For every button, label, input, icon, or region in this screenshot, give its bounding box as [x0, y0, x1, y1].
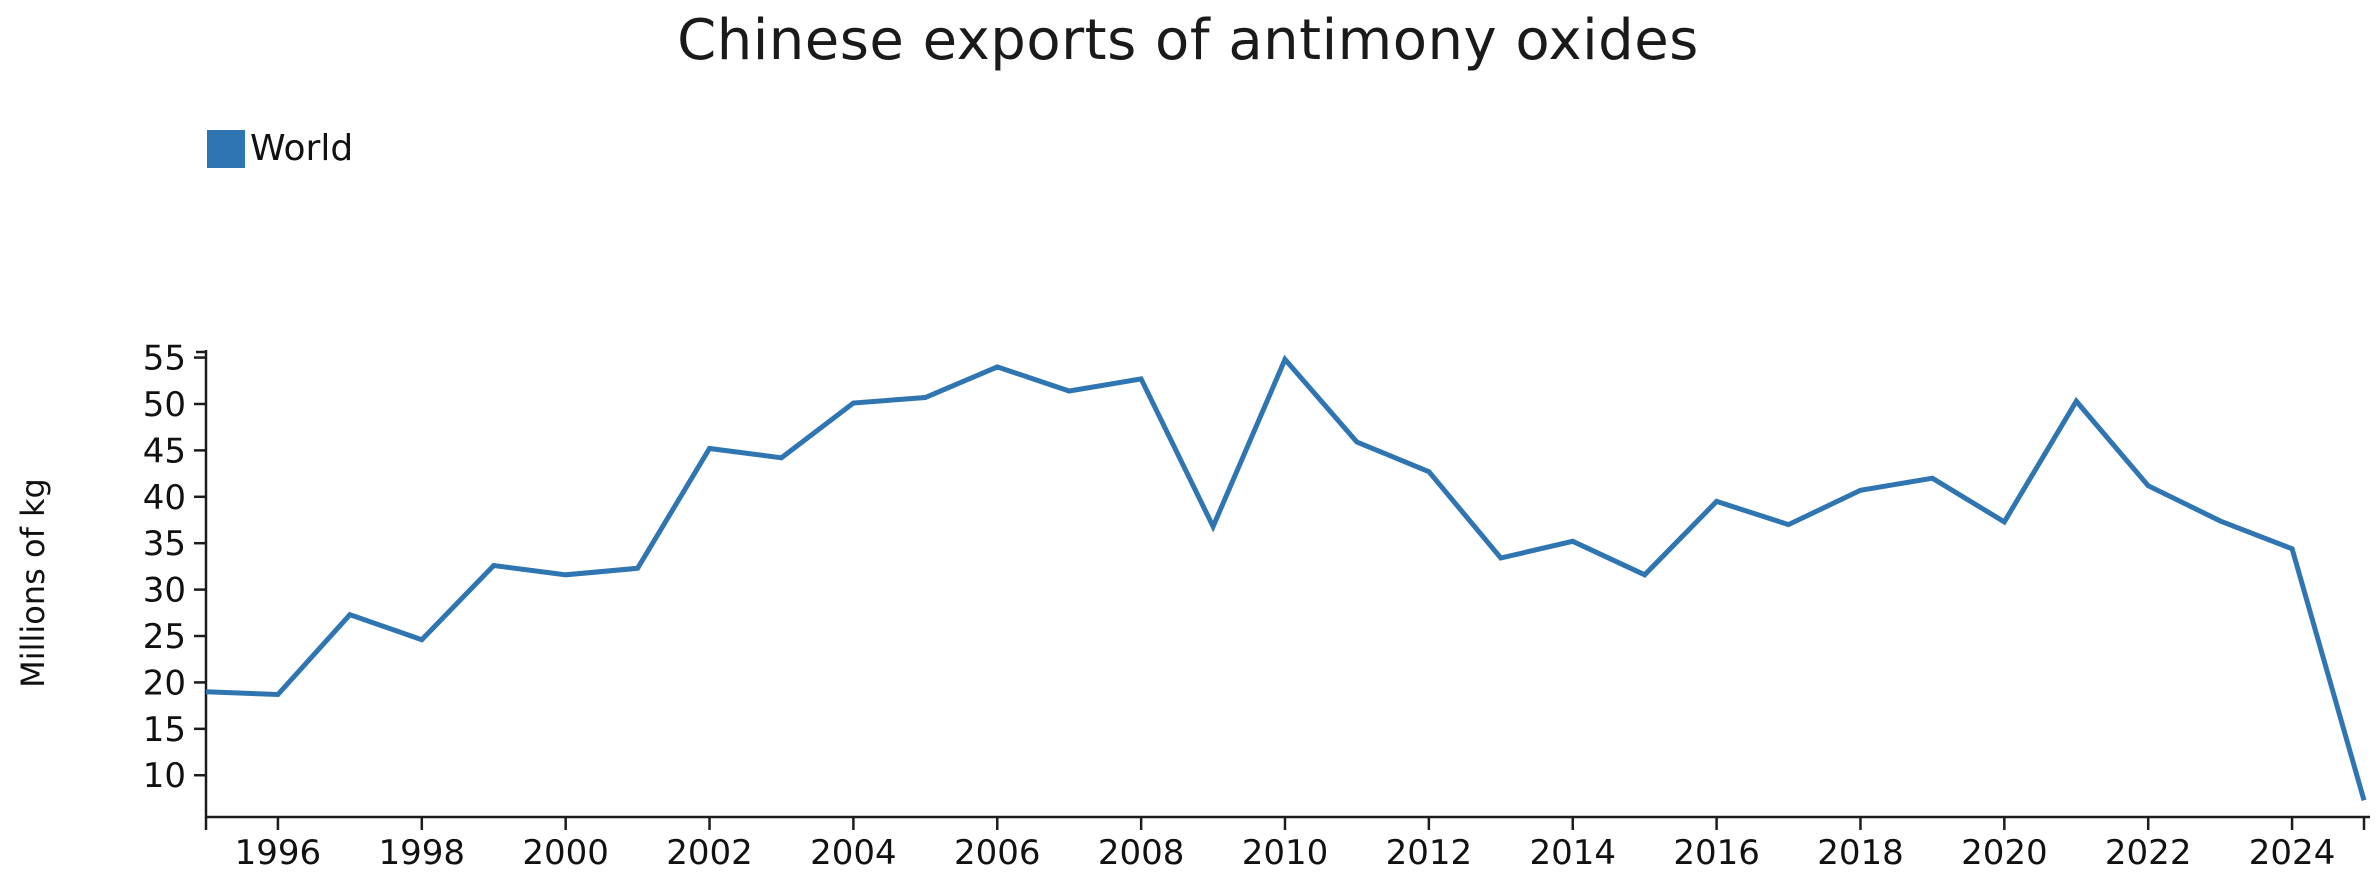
x-tick-label: 2018: [1817, 833, 1904, 873]
x-tick-label: 1998: [379, 833, 466, 873]
x-tick-label: 2006: [954, 833, 1041, 873]
y-tick-label: 40: [143, 478, 186, 518]
x-tick-label: 2008: [1098, 833, 1185, 873]
x-tick-label: 2020: [1961, 833, 2048, 873]
y-tick-label: 15: [143, 710, 186, 750]
y-tick-label: 55: [143, 339, 186, 379]
y-tick-label: 50: [143, 385, 186, 425]
x-tick-label: 2024: [2249, 833, 2336, 873]
legend-label-world: World: [250, 128, 354, 169]
x-tick-label: 2012: [1386, 833, 1473, 873]
legend-swatch-world: [207, 129, 245, 168]
x-tick-label: 2022: [2105, 833, 2192, 873]
series-line-world: [205, 354, 2367, 801]
x-tick-label: 2010: [1242, 833, 1329, 873]
y-tick-label: 10: [143, 756, 186, 796]
y-tick-label: 25: [143, 617, 186, 657]
legend: World: [207, 128, 353, 169]
x-tick-label: 2014: [1529, 833, 1616, 873]
x-tick-label: 2002: [666, 833, 753, 873]
y-tick-label: 20: [143, 663, 186, 703]
x-tick-label: 2000: [522, 833, 609, 873]
x-tick-label: 2016: [1673, 833, 1760, 873]
x-tick-label: 1996: [235, 833, 322, 873]
chart-title: Chinese exports of antimony oxides: [677, 8, 1699, 73]
y-tick-label: 30: [143, 571, 186, 611]
y-tick-label: 45: [143, 431, 186, 471]
x-tick-label: 2004: [810, 833, 897, 873]
y-tick-label: 35: [143, 524, 186, 564]
